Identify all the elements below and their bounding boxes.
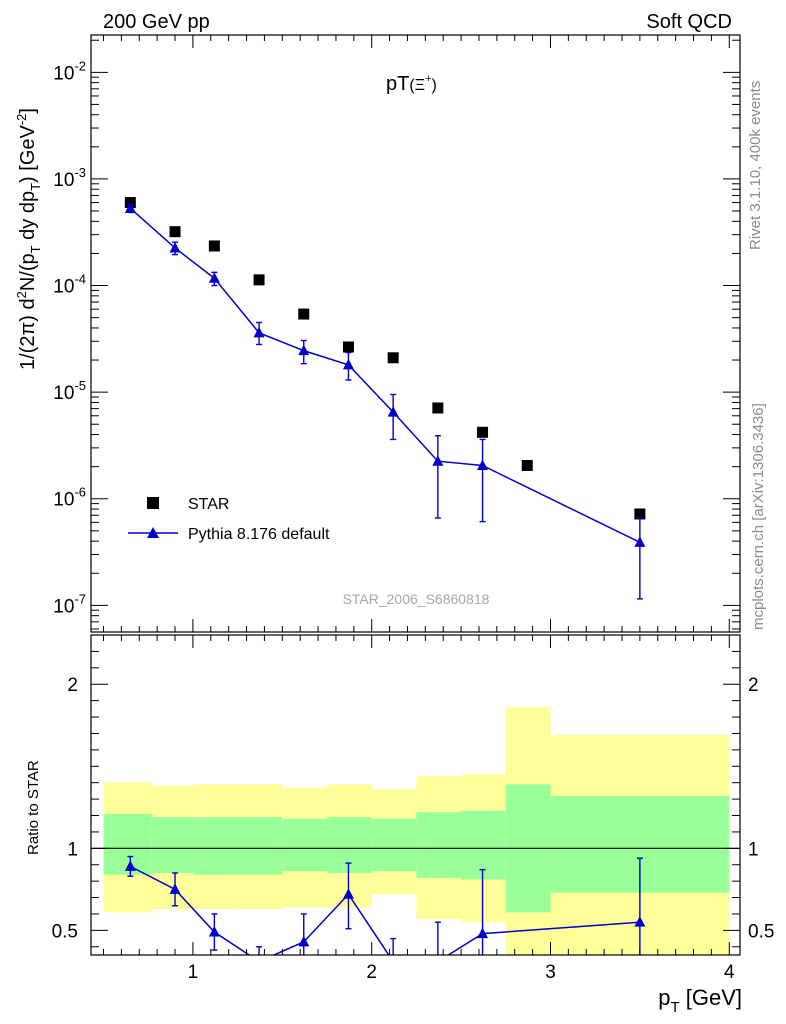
mc-ratio-point <box>208 926 220 937</box>
mc-data-point <box>634 536 646 547</box>
mc-ratio-point <box>124 860 136 871</box>
mc-ratio-point <box>477 927 489 939</box>
star-data-point <box>208 240 220 252</box>
ratio-y-tick-label-right: 0.5 <box>748 921 774 942</box>
star-data-point <box>169 226 181 238</box>
mc-ratio-point <box>634 916 646 927</box>
mc-series-line <box>129 207 641 544</box>
top-y-tick-label: 10-6 <box>53 485 86 511</box>
mc-ratio-line <box>129 865 640 955</box>
mc-data-point <box>298 344 310 356</box>
top-plot-frame <box>90 34 741 633</box>
top-y-tick-label: 10-2 <box>53 58 86 84</box>
star-data-point <box>387 352 399 364</box>
top-y-tick-label: 10-4 <box>53 272 86 298</box>
energy-label: 200 GeV pp <box>103 11 210 33</box>
mc-ratio-point <box>432 956 443 967</box>
ratio-y-tick-label-left: 0.5 <box>52 921 78 942</box>
top-y-tick-label: 10-5 <box>53 378 86 404</box>
mc-data-point <box>342 358 354 370</box>
ratio-uncertainty-bands <box>103 707 730 955</box>
analysis-watermark: STAR_2006_S6860818 <box>343 591 490 607</box>
star-data-point <box>253 274 265 286</box>
top-y-tick-label: 10-3 <box>53 165 86 191</box>
legend-star-label: STAR <box>188 496 229 513</box>
mc-data-point <box>169 241 181 253</box>
ratio-band-green <box>371 818 417 872</box>
star-data-point <box>342 341 354 353</box>
star-data-point <box>521 460 533 472</box>
legend-mc-marker <box>147 527 159 538</box>
legend-star-marker <box>147 497 159 509</box>
ratio-y-tick-label-right: 2 <box>748 675 759 696</box>
plot-title: pT(Ξ+) <box>386 73 437 95</box>
ratio-plot-frame <box>90 634 741 956</box>
ratio-band-green <box>237 817 283 875</box>
x-axis-label: pT [GeV] <box>658 985 742 1016</box>
ratio-band-green <box>151 817 193 873</box>
star-data-point <box>298 308 310 320</box>
ratio-band-green <box>282 818 327 872</box>
ratio-band-green <box>192 817 238 875</box>
ratio-band-green <box>327 817 372 873</box>
ratio-y-tick-label-left: 1 <box>67 839 78 860</box>
mc-data-point <box>387 406 399 417</box>
star-data-point <box>477 426 489 438</box>
legend: STAR Pythia 8.176 default <box>128 496 330 543</box>
mc-ratio-point <box>388 956 399 967</box>
mcplots-label: mcplots.cern.ch [arXiv:1306.3436] <box>750 403 767 630</box>
mc-data-point <box>124 202 136 213</box>
x-tick-label: 4 <box>724 962 735 983</box>
x-tick-label: 3 <box>545 962 556 983</box>
mc-ratio-point <box>342 888 354 899</box>
x-tick-label: 2 <box>366 962 377 983</box>
ratio-y-tick-label-left: 2 <box>67 675 78 696</box>
ratio-y-tick-label-right: 1 <box>748 839 759 860</box>
ratio-band-green <box>416 812 462 878</box>
x-tick-label: 1 <box>188 962 199 983</box>
ratio-band-green <box>103 813 152 875</box>
spectrum-data-layer <box>124 197 646 600</box>
mc-ratio-point <box>169 883 181 894</box>
ratio-data-layer <box>124 855 646 967</box>
star-data-point <box>634 508 646 520</box>
rivet-version-label: Rivet 3.1.10, 400k events <box>747 81 764 250</box>
axis-tick-labels: 1 2 3 4 10-7 10-6 10-5 10-4 10-3 10-2 0.5 0.5 1 1 2 2 <box>52 58 775 983</box>
mc-data-point <box>477 459 489 471</box>
top-y-axis-label: 1/(2π) d2N/(pT dy dpT) [GeV-2] <box>14 108 43 370</box>
star-data-point <box>432 402 444 414</box>
mc-data-point <box>432 455 444 466</box>
legend-mc-label: Pythia 8.176 default <box>188 526 330 543</box>
mc-ratio-point <box>254 956 265 967</box>
category-label: Soft QCD <box>646 11 732 33</box>
axis-ticks <box>91 35 740 955</box>
top-y-tick-label: 10-7 <box>53 591 86 617</box>
ratio-y-axis-label: Ratio to STAR <box>25 760 42 855</box>
mc-data-point <box>253 326 265 338</box>
mc-ratio-point <box>298 935 310 947</box>
ratio-band-green <box>461 810 506 880</box>
mc-data-point <box>208 272 220 283</box>
